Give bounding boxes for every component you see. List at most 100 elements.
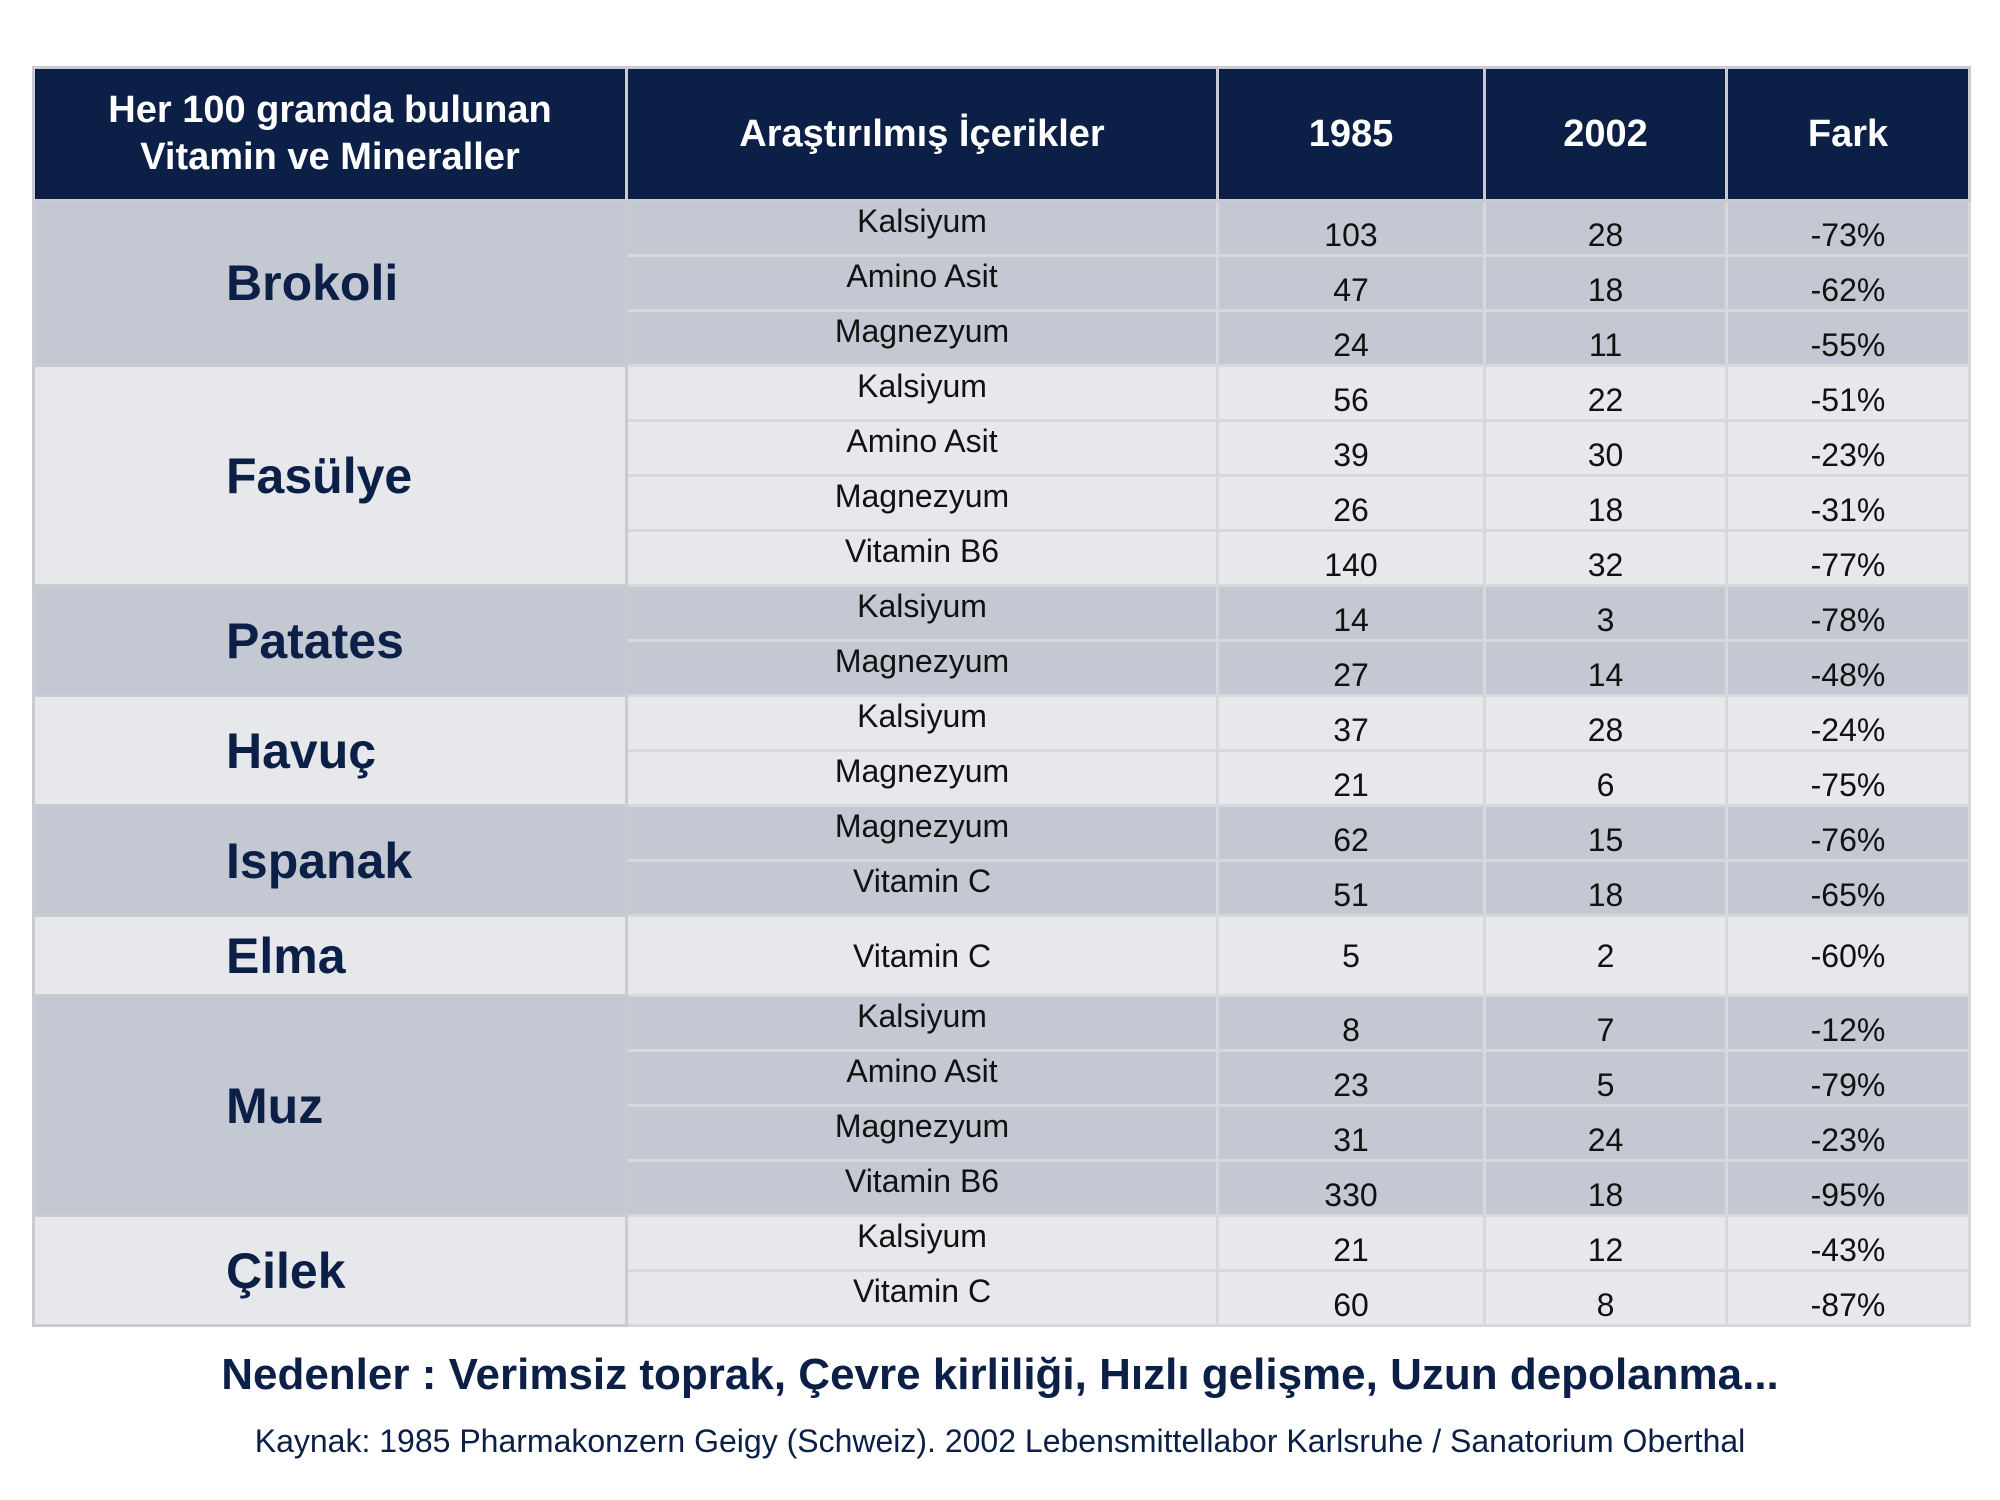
diff-cell: -48% <box>1725 639 1971 697</box>
value-2002-cell: 30 <box>1483 419 1728 477</box>
table-row: Magnezyum 26 18 -31% <box>34 474 1971 532</box>
table-row: Patates Kalsiyum 14 3 -78% <box>32 584 1971 697</box>
value-2002-cell: 15 <box>1483 804 1728 862</box>
value-2002-cell: 18 <box>1483 254 1728 312</box>
table-row: Amino Asit 47 18 -62% <box>34 254 1971 312</box>
ingredient-cell: Kalsiyum <box>625 694 1219 752</box>
food-name: Ispanak <box>32 804 628 917</box>
food-group: Elma Vitamin C 5 2 -60% <box>32 914 1971 997</box>
diff-cell: -23% <box>1725 419 1971 477</box>
value-2002-cell: 11 <box>1483 309 1728 367</box>
diff-cell: -23% <box>1725 1104 1971 1162</box>
ingredient-cell: Vitamin C <box>625 859 1219 917</box>
value-2002-cell: 28 <box>1483 199 1728 257</box>
diff-cell: -87% <box>1725 1269 1971 1327</box>
diff-cell: -77% <box>1725 529 1971 587</box>
diff-cell: -78% <box>1725 584 1971 642</box>
value-2002-cell: 14 <box>1483 639 1728 697</box>
diff-cell: -55% <box>1725 309 1971 367</box>
diff-cell: -76% <box>1725 804 1971 862</box>
food-group: Brokoli Kalsiyum 103 28 -73% Amino Asit 47 18 -6… <box>32 199 1971 367</box>
ingredient-cell: Kalsiyum <box>625 994 1219 1052</box>
diff-cell: -79% <box>1725 1049 1971 1107</box>
value-1985-cell: 5 <box>1216 914 1486 997</box>
value-2002-cell: 2 <box>1483 914 1728 997</box>
food-name: Elma <box>32 914 628 997</box>
header-year-1985: 1985 <box>1216 66 1486 202</box>
ingredient-cell: Amino Asit <box>625 254 1219 312</box>
value-1985-cell: 51 <box>1216 859 1486 917</box>
ingredient-cell: Magnezyum <box>625 474 1219 532</box>
value-2002-cell: 3 <box>1483 584 1728 642</box>
table-header: Her 100 gramda bulunan Vitamin ve Minera… <box>32 66 1971 202</box>
ingredient-cell: Amino Asit <box>625 1049 1219 1107</box>
value-1985-cell: 27 <box>1216 639 1486 697</box>
food-name: Muz <box>32 994 628 1217</box>
diff-cell: -75% <box>1725 749 1971 807</box>
ingredient-cell: Magnezyum <box>625 804 1219 862</box>
header-row: Her 100 gramda bulunan Vitamin ve Minera… <box>32 66 1971 202</box>
food-group: Patates Kalsiyum 14 3 -78% Magnezyum 27 14 -48% <box>32 584 1971 697</box>
header-food: Her 100 gramda bulunan Vitamin ve Minera… <box>32 66 628 202</box>
table-row: Vitamin B6 330 18 -95% <box>34 1159 1971 1217</box>
table-row: Muz Kalsiyum 8 7 -12% <box>32 994 1971 1217</box>
value-1985-cell: 21 <box>1216 749 1486 807</box>
ingredient-cell: Kalsiyum <box>625 1214 1219 1272</box>
value-1985-cell: 103 <box>1216 199 1486 257</box>
value-2002-cell: 32 <box>1483 529 1728 587</box>
food-name: Patates <box>32 584 628 697</box>
ingredient-cell: Magnezyum <box>625 309 1219 367</box>
value-2002-cell: 24 <box>1483 1104 1728 1162</box>
ingredient-cell: Kalsiyum <box>625 199 1219 257</box>
value-1985-cell: 37 <box>1216 694 1486 752</box>
table-row: Vitamin B6 140 32 -77% <box>34 529 1971 587</box>
diff-cell: -65% <box>1725 859 1971 917</box>
value-1985-cell: 60 <box>1216 1269 1486 1327</box>
value-2002-cell: 18 <box>1483 474 1728 532</box>
value-1985-cell: 31 <box>1216 1104 1486 1162</box>
source-text: Kaynak: 1985 Pharmakonzern Geigy (Schwei… <box>254 1423 1746 1459</box>
value-1985-cell: 56 <box>1216 364 1486 422</box>
value-1985-cell: 26 <box>1216 474 1486 532</box>
diff-cell: -31% <box>1725 474 1971 532</box>
ingredient-cell: Vitamin B6 <box>625 529 1219 587</box>
value-1985-cell: 23 <box>1216 1049 1486 1107</box>
food-group: Fasülye Kalsiyum 56 22 -51% Amino Asit 39 30 -23… <box>32 364 1971 587</box>
value-2002-cell: 6 <box>1483 749 1728 807</box>
value-1985-cell: 21 <box>1216 1214 1486 1272</box>
food-group: Muz Kalsiyum 8 7 -12% Amino Asit 23 5 -79% Magnez… <box>32 994 1971 1217</box>
value-2002-cell: 12 <box>1483 1214 1728 1272</box>
table-row: Magnezyum 21 6 -75% <box>34 749 1971 807</box>
value-2002-cell: 8 <box>1483 1269 1728 1327</box>
value-1985-cell: 24 <box>1216 309 1486 367</box>
diff-cell: -24% <box>1725 694 1971 752</box>
value-2002-cell: 22 <box>1483 364 1728 422</box>
ingredient-cell: Kalsiyum <box>625 364 1219 422</box>
header-diff: Fark <box>1725 66 1971 202</box>
ingredient-cell: Vitamin C <box>625 914 1219 997</box>
reasons-text: Nedenler : Verimsiz toprak, Çevre kirlil… <box>221 1350 1779 1399</box>
ingredient-cell: Magnezyum <box>625 749 1219 807</box>
table-row: Çilek Kalsiyum 21 12 -43% <box>32 1214 1971 1327</box>
ingredient-cell: Magnezyum <box>625 639 1219 697</box>
value-1985-cell: 39 <box>1216 419 1486 477</box>
table-row: Fasülye Kalsiyum 56 22 -51% <box>32 364 1971 587</box>
header-year-2002: 2002 <box>1483 66 1728 202</box>
food-name: Brokoli <box>32 199 628 367</box>
food-name: Fasülye <box>32 364 628 587</box>
value-1985-cell: 14 <box>1216 584 1486 642</box>
value-2002-cell: 5 <box>1483 1049 1728 1107</box>
food-name: Havuç <box>32 694 628 807</box>
table-row: Ispanak Magnezyum 62 15 -76% <box>32 804 1971 917</box>
ingredient-cell: Vitamin B6 <box>625 1159 1219 1217</box>
diff-cell: -12% <box>1725 994 1971 1052</box>
value-2002-cell: 28 <box>1483 694 1728 752</box>
value-2002-cell: 18 <box>1483 859 1728 917</box>
table-row: Magnezyum 31 24 -23% <box>34 1104 1971 1162</box>
ingredient-cell: Vitamin C <box>625 1269 1219 1327</box>
table-row: Magnezyum 24 11 -55% <box>34 309 1971 367</box>
value-1985-cell: 330 <box>1216 1159 1486 1217</box>
table-row: Vitamin C 60 8 -87% <box>34 1269 1971 1327</box>
value-1985-cell: 62 <box>1216 804 1486 862</box>
diff-cell: -62% <box>1725 254 1971 312</box>
